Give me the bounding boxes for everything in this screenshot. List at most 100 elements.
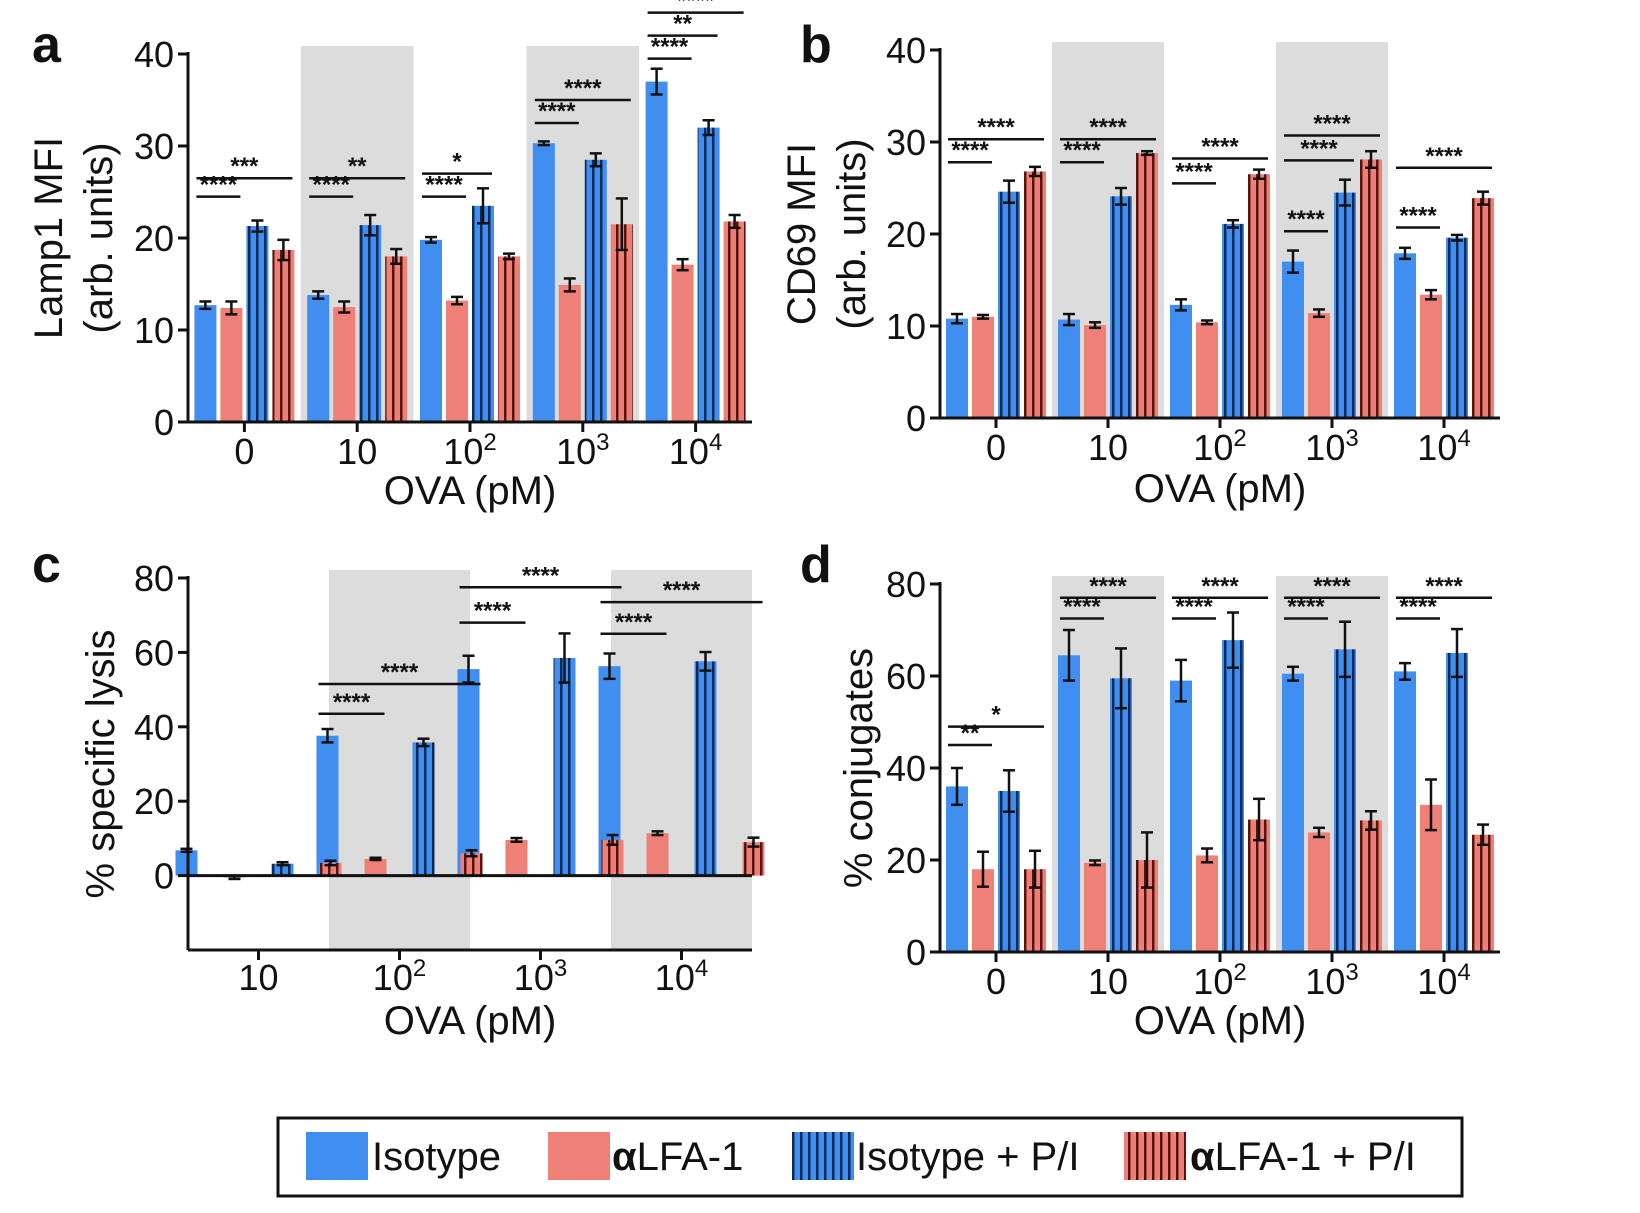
significance-label: **** <box>313 172 351 199</box>
bar-series-4 <box>460 853 483 876</box>
significance-label: **** <box>1201 573 1239 600</box>
significance-bracket: **** <box>1396 203 1440 230</box>
error-bar <box>1313 826 1325 839</box>
bar-series-1 <box>457 669 480 876</box>
y-axis-label-units: (arb. units) <box>830 138 874 329</box>
bar-series-1 <box>532 143 555 423</box>
significance-label: **** <box>1425 143 1463 170</box>
significance-label: **** <box>538 98 576 125</box>
x-tick-label: 104 <box>669 429 722 472</box>
x-axis-label: OVA (pM) <box>384 469 557 513</box>
significance-bracket: **** <box>459 562 622 589</box>
error-bar <box>1477 823 1489 847</box>
error-bar <box>1365 149 1377 170</box>
error-bar <box>225 300 238 316</box>
bar-series-1 <box>1282 261 1304 418</box>
error-bar <box>702 118 715 137</box>
y-tick-label: 40 <box>886 30 926 71</box>
x-tick-label: 102 <box>443 429 496 472</box>
error-bar <box>1201 319 1213 326</box>
significance-bracket: **** <box>1396 143 1492 170</box>
significance-label: *** <box>230 153 259 180</box>
error-bar <box>1287 665 1299 682</box>
error-bar <box>1141 831 1153 889</box>
error-bar <box>1425 778 1437 832</box>
legend-label-4: αLFA-1 + P/I <box>1190 1135 1416 1179</box>
error-bar <box>276 860 289 867</box>
legend-label-3: Isotype + P/I <box>856 1135 1079 1179</box>
y-tick-label: 60 <box>886 656 926 697</box>
error-bar <box>977 850 989 888</box>
bar-series-4 <box>1248 174 1270 418</box>
y-tick-label: 0 <box>154 402 174 443</box>
bar-series-4 <box>1248 819 1270 952</box>
x-tick-label: 0 <box>986 427 1006 468</box>
bar-series-1 <box>1394 253 1416 418</box>
significance-label: **** <box>651 34 689 61</box>
bar-series-2 <box>1084 325 1106 418</box>
error-bar <box>747 836 760 848</box>
error-bar <box>1227 218 1239 229</box>
error-bar <box>251 219 264 233</box>
panel-c-chart: c 0 20 40 60 80 10 102 103 104 OVA (pM) % specific … <box>32 536 765 1043</box>
error-bar <box>1175 658 1187 703</box>
bar-series-1 <box>598 666 621 876</box>
error-bar <box>1115 647 1127 710</box>
significance-bracket: **** <box>1060 114 1156 141</box>
significance-bracket: **** <box>534 98 579 125</box>
significance-label: **** <box>474 598 512 625</box>
bar-series-3 <box>1110 196 1132 418</box>
significance-bracket: * <box>948 702 1044 729</box>
bar-series-3 <box>1446 653 1468 952</box>
error-bar <box>1141 149 1153 157</box>
error-bar <box>699 650 712 672</box>
bar-series-3 <box>998 791 1020 952</box>
y-tick-label: 30 <box>134 126 174 167</box>
bar-series-2 <box>671 264 694 422</box>
bar-series-2 <box>1308 832 1330 952</box>
significance-bracket: **** <box>318 689 385 716</box>
x-axis-label: OVA (pM) <box>384 999 557 1043</box>
bar-series-2 <box>1420 804 1442 952</box>
panel-letter: d <box>800 536 832 594</box>
y-tick-label: 10 <box>886 306 926 347</box>
y-tick-label: 20 <box>886 214 926 255</box>
bar-series-3 <box>412 742 435 876</box>
bar-series-2 <box>972 869 994 952</box>
error-bar <box>606 833 619 846</box>
error-bar <box>425 235 437 244</box>
error-bar <box>364 213 377 237</box>
bar-series-3 <box>1334 649 1356 952</box>
x-tick-label: 10 <box>238 957 278 998</box>
significance-bracket: **** <box>309 172 354 199</box>
error-bar <box>477 187 489 225</box>
error-bar <box>1175 298 1187 312</box>
significance-label: **** <box>1313 111 1351 138</box>
panel-letter: c <box>32 536 61 594</box>
bar-series-3 <box>359 225 382 422</box>
error-bar <box>451 295 463 306</box>
error-bar <box>558 632 571 684</box>
significance-bracket: **** <box>1284 206 1328 233</box>
significance-label: **** <box>333 689 371 716</box>
bar-series-1 <box>316 735 339 876</box>
significance-bracket: **** <box>1284 111 1380 138</box>
error-bar <box>390 247 403 266</box>
bar-series-1 <box>420 239 442 422</box>
significance-label: **** <box>1201 134 1239 161</box>
y-tick-label: 0 <box>906 398 926 439</box>
error-bar <box>312 290 325 300</box>
significance-bracket: **** <box>1284 573 1380 600</box>
bar-series-1 <box>1058 319 1080 418</box>
panel-a-chart: a 0 10 20 30 40 0 10 102 103 104 OVA (pM) Lamp1 MFI(… <box>27 0 752 513</box>
y-tick-label: 60 <box>134 632 174 673</box>
x-tick-label: 102 <box>1193 425 1246 468</box>
significance-label: **** <box>951 137 989 164</box>
significance-bracket: **** <box>534 75 631 102</box>
x-tick-label: 102 <box>373 955 426 998</box>
bar-series-4 <box>272 249 295 422</box>
bar-series-4 <box>1360 820 1382 952</box>
error-bar <box>277 238 290 262</box>
bar-series-4 <box>1136 860 1158 952</box>
